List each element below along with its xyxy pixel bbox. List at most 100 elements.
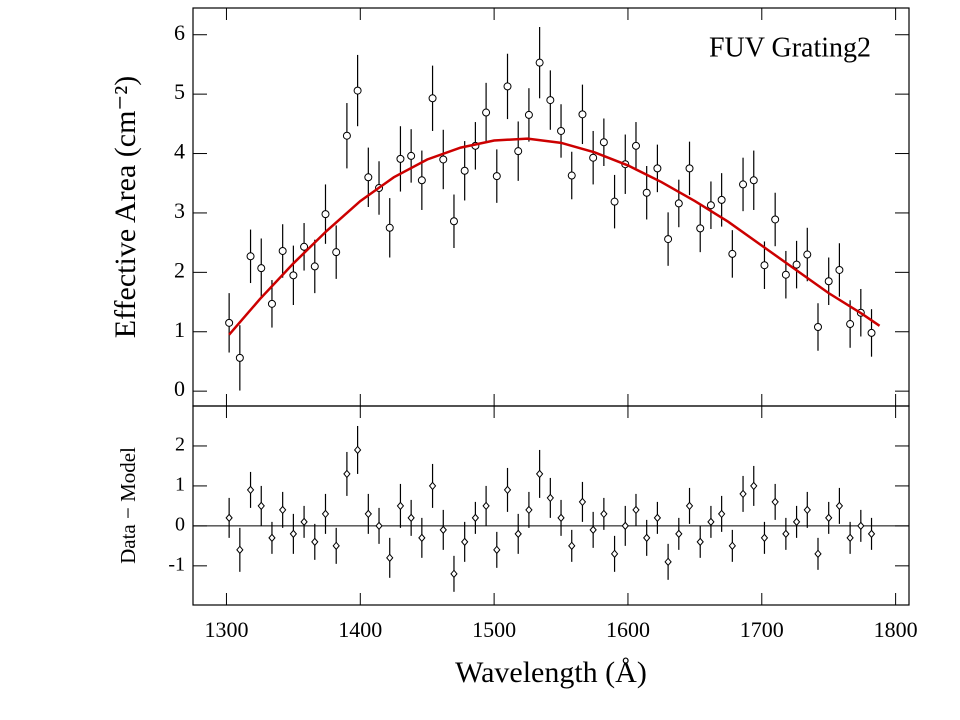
point <box>375 521 383 531</box>
point <box>814 549 822 559</box>
point <box>321 210 330 219</box>
point <box>706 201 715 210</box>
point <box>632 505 640 515</box>
point <box>643 533 651 543</box>
point <box>717 195 726 204</box>
model-curve <box>228 137 881 336</box>
y-tick-label: 2 <box>175 434 185 456</box>
point <box>396 501 405 511</box>
point <box>407 513 415 523</box>
point <box>792 517 801 527</box>
point <box>332 541 340 551</box>
point <box>289 529 298 539</box>
point <box>311 537 319 547</box>
point <box>771 497 779 507</box>
point <box>707 517 715 527</box>
x-tick-label: 1500 <box>472 617 516 642</box>
point <box>300 242 309 251</box>
point <box>385 223 394 232</box>
point <box>461 537 469 547</box>
x-tick-label: 1300 <box>204 617 248 642</box>
point <box>867 328 876 337</box>
point <box>449 217 458 226</box>
point <box>685 501 694 511</box>
point <box>407 151 416 160</box>
point <box>857 521 865 531</box>
point <box>696 224 705 233</box>
point <box>525 505 533 515</box>
point <box>546 96 555 105</box>
point <box>760 533 769 543</box>
point <box>343 469 351 479</box>
point <box>782 529 790 539</box>
x-tick-label: 1600 <box>606 617 650 642</box>
y-tick-label: 5 <box>174 79 185 104</box>
y-tick-label: 1 <box>174 317 185 342</box>
y-axis-label: Effective Area (cm⁻²) <box>109 76 142 338</box>
point <box>557 126 566 135</box>
point <box>557 513 565 523</box>
point <box>364 509 372 519</box>
x-tick-label: 1700 <box>740 617 784 642</box>
y-tick-label: 6 <box>174 20 185 45</box>
point <box>225 513 233 523</box>
point <box>493 545 501 555</box>
point <box>503 82 512 91</box>
point <box>353 445 362 455</box>
point <box>279 505 287 515</box>
point <box>749 176 758 185</box>
point <box>846 533 854 543</box>
point <box>685 164 694 173</box>
point <box>460 166 469 175</box>
point <box>750 481 758 491</box>
point <box>428 481 437 491</box>
point <box>717 509 726 519</box>
point <box>567 171 576 180</box>
point <box>417 176 426 185</box>
point <box>813 322 822 331</box>
point <box>524 110 533 119</box>
x-tick-label: 1400 <box>338 617 382 642</box>
point <box>803 250 812 259</box>
y-tick-label: 4 <box>174 139 185 164</box>
plot-frame <box>192 7 910 407</box>
point <box>246 252 255 261</box>
point <box>235 353 244 362</box>
point <box>332 248 341 257</box>
x-tick-label: 1800 <box>874 617 918 642</box>
point <box>546 493 554 503</box>
point <box>514 529 522 539</box>
point <box>803 505 811 515</box>
y-tick-label: -1 <box>168 553 185 575</box>
point <box>760 261 769 270</box>
point <box>846 320 855 329</box>
point <box>739 489 747 499</box>
point <box>781 270 790 279</box>
point <box>589 153 598 162</box>
point <box>664 557 672 567</box>
point <box>492 172 501 181</box>
point <box>568 541 576 551</box>
point <box>739 180 748 189</box>
point <box>321 509 330 519</box>
point <box>771 215 780 224</box>
point <box>450 569 458 579</box>
point <box>599 138 608 147</box>
point <box>257 264 266 273</box>
point <box>589 525 597 535</box>
point <box>257 501 265 511</box>
point <box>825 513 833 523</box>
point <box>610 197 619 206</box>
point <box>600 509 608 519</box>
point <box>653 513 662 523</box>
point <box>578 497 587 507</box>
point <box>514 147 523 156</box>
point <box>246 485 255 495</box>
point <box>300 517 308 527</box>
point <box>835 265 844 274</box>
annotation: FUV Grating2 <box>709 32 871 63</box>
point <box>728 249 737 258</box>
point <box>696 537 704 547</box>
point <box>674 199 683 208</box>
point <box>535 469 544 479</box>
